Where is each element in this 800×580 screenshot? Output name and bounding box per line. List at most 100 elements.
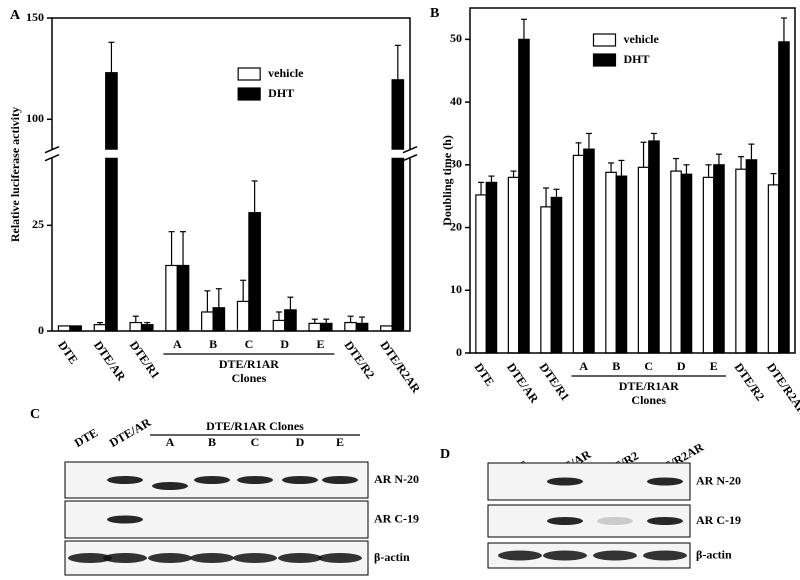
bar: [735, 168, 747, 354]
y-tick-label: 25: [32, 217, 44, 231]
bar: [518, 38, 530, 354]
bar: [57, 325, 71, 332]
bar: [284, 309, 297, 332]
bar: [778, 41, 790, 354]
x-tick-label: DTE/R2: [732, 360, 768, 403]
bar: [355, 322, 369, 332]
bar: [507, 176, 520, 354]
blot-band: [597, 517, 633, 525]
plot-frame: [51, 17, 411, 332]
lane-label: D: [296, 435, 305, 449]
blot-band: [148, 553, 192, 563]
x-tick-label: B: [209, 337, 217, 351]
plot-frame: [469, 7, 796, 354]
y-axis-label: Relative luciferase activity: [8, 107, 22, 242]
legend-swatch: [237, 67, 261, 81]
x-tick-label: E: [316, 337, 324, 351]
y-tick-label: 40: [450, 94, 462, 108]
x-tick-label: DTE/R2AR: [764, 360, 800, 417]
bar: [605, 171, 617, 354]
x-tick-label: DTE/AR: [504, 360, 542, 405]
blot-band: [278, 553, 322, 563]
bar: [236, 300, 250, 332]
bar: [615, 175, 628, 354]
blot-band: [107, 476, 143, 484]
blot-band: [547, 477, 583, 486]
blot-band: [647, 477, 683, 486]
bar: [129, 321, 143, 332]
blot-band: [282, 476, 318, 484]
blot-band: [152, 482, 188, 490]
x-tick-label: DTE/AR: [91, 338, 129, 383]
y-tick-label: 10: [450, 282, 462, 296]
blot-band: [547, 517, 583, 525]
blot-band: [318, 553, 362, 563]
x-tick-label: DTE/R1: [127, 338, 163, 381]
bar: [176, 264, 190, 332]
legend-label: vehicle: [268, 66, 304, 80]
x-tick-label: DTE: [472, 360, 498, 388]
row-label: AR C-19: [696, 513, 741, 527]
bar: [308, 322, 322, 332]
y-tick-label: 100: [26, 111, 44, 125]
y-tick-label: 0: [38, 323, 44, 337]
row-label: β-actin: [696, 547, 732, 561]
group-label: DTE/R1AR: [219, 357, 279, 371]
blot-band: [643, 550, 687, 561]
legend-swatch: [592, 53, 617, 67]
bar: [713, 164, 725, 354]
blot-band: [190, 553, 234, 563]
y-tick-label: 30: [450, 157, 462, 171]
row-label: β-actin: [374, 550, 410, 564]
bar: [201, 311, 214, 332]
bar: [69, 325, 82, 332]
bar: [670, 170, 682, 354]
bar: [680, 173, 693, 354]
bar: [344, 321, 357, 332]
lane-label: DTE: [72, 426, 100, 450]
bar: [583, 148, 595, 354]
x-tick-label: DTE/R2: [342, 338, 378, 381]
bar: [212, 307, 226, 332]
axis-break-mark: [402, 154, 418, 162]
axis-break-gap: [44, 149, 418, 158]
bar: [93, 324, 107, 332]
blot-band: [322, 476, 358, 484]
panel-label: D: [440, 447, 450, 462]
group-label: DTE/R1AR Clones: [206, 419, 304, 433]
bar: [648, 140, 660, 354]
legend-label: DHT: [268, 86, 294, 100]
x-tick-label: A: [579, 359, 588, 373]
lane-label: E: [336, 435, 344, 449]
lane-label: DTE/AR: [107, 415, 154, 450]
y-tick-label: 20: [450, 219, 462, 233]
bar: [485, 181, 498, 354]
x-tick-label: A: [173, 337, 182, 351]
row-label: AR N-20: [696, 473, 741, 487]
bar: [140, 324, 154, 332]
bar: [380, 325, 393, 332]
panel-label: B: [430, 6, 439, 21]
bar: [550, 196, 563, 354]
bar: [475, 194, 487, 354]
bar: [391, 79, 405, 332]
bar: [745, 159, 758, 354]
legend-swatch: [237, 87, 261, 101]
x-axis-label: Clones: [232, 371, 267, 385]
bar: [572, 154, 585, 354]
y-tick-label: 0: [456, 345, 462, 359]
blot-band: [233, 553, 277, 563]
x-tick-label: D: [677, 359, 686, 373]
row-label: AR C-19: [374, 511, 419, 525]
x-tick-label: C: [245, 337, 254, 351]
lane-label: A: [166, 435, 175, 449]
x-tick-label: DTE: [55, 338, 81, 366]
blot-band: [107, 515, 143, 524]
blot-band: [498, 550, 542, 561]
axis-break-mark: [44, 146, 60, 154]
blot-band: [647, 517, 683, 525]
blot-band: [543, 550, 587, 561]
bar: [702, 176, 715, 354]
y-tick-label: 150: [26, 10, 44, 24]
